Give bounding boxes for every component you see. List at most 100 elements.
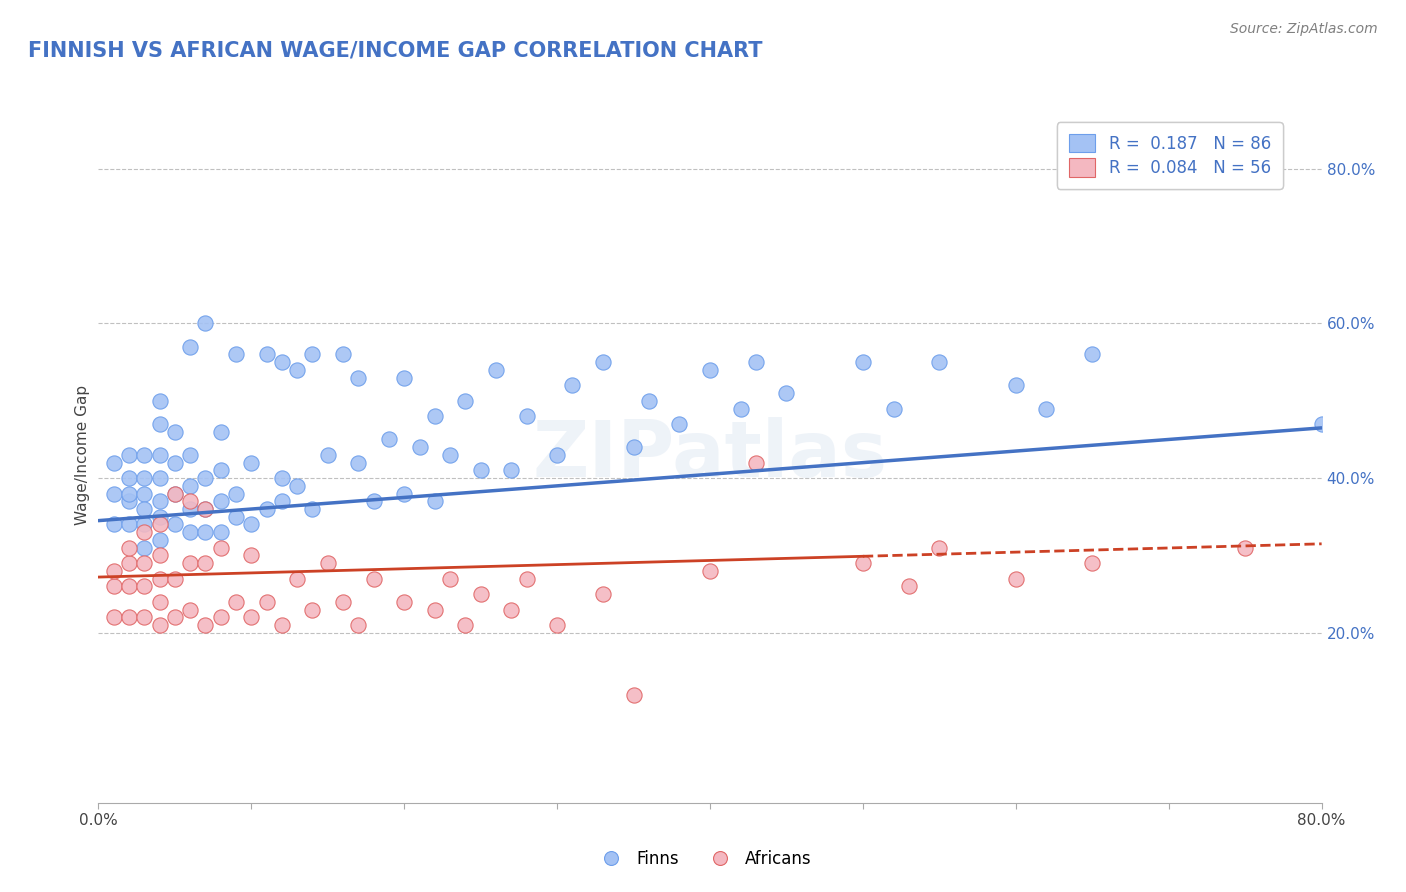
Point — [149, 448, 172, 462]
Point — [225, 347, 247, 361]
Point — [134, 610, 156, 624]
Point — [1004, 378, 1026, 392]
Point — [485, 363, 508, 377]
Point — [561, 378, 583, 392]
Point — [194, 556, 217, 570]
Point — [118, 579, 141, 593]
Point — [347, 618, 370, 632]
Y-axis label: Wage/Income Gap: Wage/Income Gap — [75, 384, 90, 525]
Text: Source: ZipAtlas.com: Source: ZipAtlas.com — [1230, 22, 1378, 37]
Point — [439, 572, 461, 586]
Point — [332, 595, 354, 609]
Point — [149, 471, 172, 485]
Point — [134, 579, 156, 593]
Point — [423, 409, 446, 424]
Point — [1035, 401, 1057, 416]
Point — [194, 502, 217, 516]
Point — [392, 595, 416, 609]
Point — [546, 448, 568, 462]
Point — [134, 448, 156, 462]
Point — [209, 610, 232, 624]
Point — [179, 494, 201, 508]
Point — [392, 370, 416, 384]
Point — [118, 448, 141, 462]
Point — [118, 486, 141, 500]
Point — [270, 618, 292, 632]
Point — [118, 556, 141, 570]
Point — [470, 463, 492, 477]
Point — [149, 533, 172, 547]
Point — [730, 401, 752, 416]
Point — [149, 572, 172, 586]
Legend: R =  0.187   N = 86, R =  0.084   N = 56: R = 0.187 N = 86, R = 0.084 N = 56 — [1057, 122, 1282, 189]
Point — [852, 355, 875, 369]
Point — [209, 463, 232, 477]
Legend: Finns, Africans: Finns, Africans — [588, 844, 818, 875]
Point — [775, 386, 797, 401]
Point — [118, 494, 141, 508]
Point — [134, 471, 156, 485]
Point — [149, 618, 172, 632]
Point — [179, 556, 201, 570]
Point — [347, 370, 370, 384]
Point — [897, 579, 920, 593]
Point — [209, 494, 232, 508]
Point — [118, 610, 141, 624]
Point — [301, 602, 323, 616]
Point — [301, 347, 323, 361]
Point — [240, 517, 263, 532]
Point — [1081, 347, 1104, 361]
Point — [470, 587, 492, 601]
Point — [592, 587, 614, 601]
Point — [256, 347, 278, 361]
Point — [623, 688, 645, 702]
Point — [745, 355, 768, 369]
Point — [163, 517, 186, 532]
Point — [332, 347, 354, 361]
Point — [163, 425, 186, 439]
Point — [928, 541, 950, 555]
Point — [392, 486, 416, 500]
Point — [225, 486, 247, 500]
Point — [363, 572, 385, 586]
Point — [149, 517, 172, 532]
Point — [623, 440, 645, 454]
Point — [194, 471, 217, 485]
Point — [637, 393, 661, 408]
Point — [179, 602, 201, 616]
Point — [163, 572, 186, 586]
Point — [516, 572, 538, 586]
Point — [928, 355, 950, 369]
Point — [149, 417, 172, 431]
Point — [1081, 556, 1104, 570]
Point — [194, 317, 217, 331]
Point — [316, 448, 339, 462]
Point — [285, 572, 308, 586]
Point — [209, 541, 232, 555]
Point — [149, 393, 172, 408]
Point — [134, 541, 156, 555]
Point — [423, 494, 446, 508]
Point — [316, 556, 339, 570]
Point — [179, 479, 201, 493]
Point — [194, 618, 217, 632]
Point — [134, 502, 156, 516]
Point — [225, 509, 247, 524]
Point — [134, 486, 156, 500]
Point — [103, 456, 125, 470]
Point — [240, 456, 263, 470]
Point — [668, 417, 690, 431]
Point — [378, 433, 401, 447]
Point — [363, 494, 385, 508]
Point — [179, 525, 201, 540]
Text: FINNISH VS AFRICAN WAGE/INCOME GAP CORRELATION CHART: FINNISH VS AFRICAN WAGE/INCOME GAP CORRE… — [28, 40, 762, 60]
Point — [179, 448, 201, 462]
Point — [118, 471, 141, 485]
Point — [118, 517, 141, 532]
Point — [546, 618, 568, 632]
Text: ZIPatlas: ZIPatlas — [533, 417, 887, 493]
Point — [118, 541, 141, 555]
Point — [423, 602, 446, 616]
Point — [501, 602, 523, 616]
Point — [179, 502, 201, 516]
